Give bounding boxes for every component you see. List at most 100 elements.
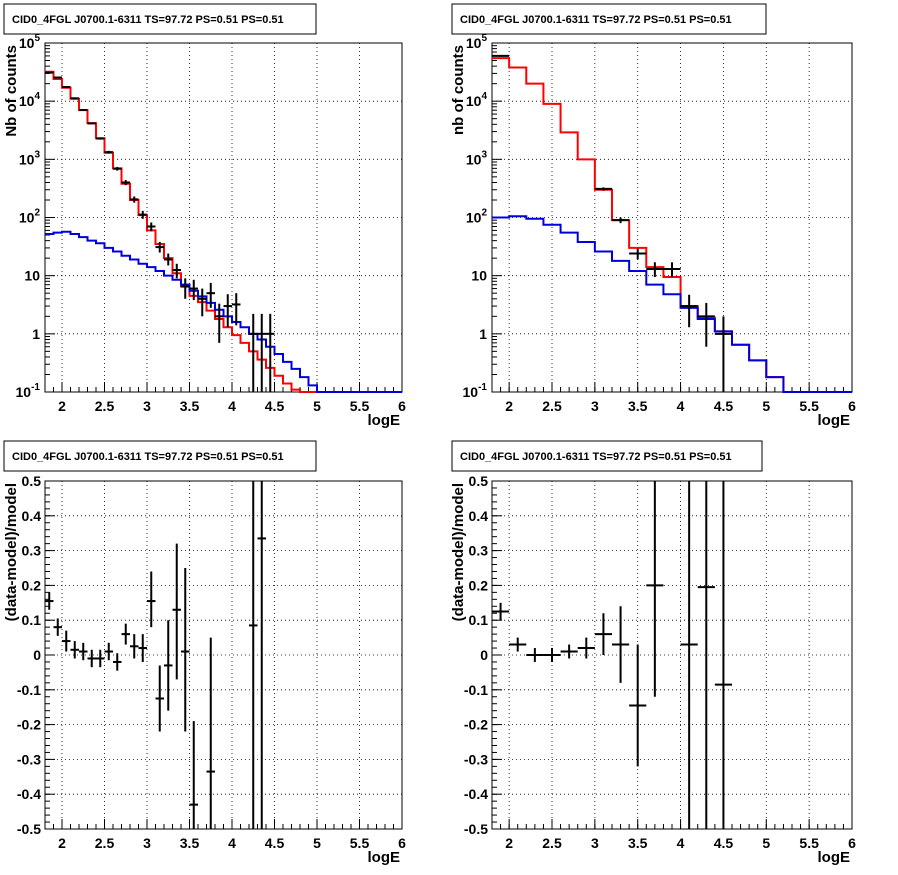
chart-title: CID0_4FGL J0700.1-6311 TS=97.72 PS=0.51 … bbox=[460, 14, 732, 26]
x-tick-label: 5.5 bbox=[350, 398, 370, 414]
data-point bbox=[189, 721, 198, 829]
data-point bbox=[113, 166, 122, 171]
x-tick-label: 4.5 bbox=[265, 835, 285, 851]
data-point bbox=[147, 571, 156, 628]
y-tick-label: -0.1 bbox=[17, 682, 41, 698]
x-tick-label: 3 bbox=[143, 835, 151, 851]
data-point bbox=[70, 641, 79, 659]
title-box bbox=[451, 440, 763, 472]
data-point bbox=[138, 634, 147, 662]
data-point bbox=[113, 653, 122, 671]
data-point bbox=[45, 71, 54, 74]
y-tick-label: 0.1 bbox=[469, 612, 489, 628]
x-tick-label: 2 bbox=[505, 835, 513, 851]
data-point bbox=[87, 649, 96, 668]
x-tick-label: 6 bbox=[848, 398, 856, 414]
data-point bbox=[232, 293, 241, 326]
data-point bbox=[155, 665, 164, 732]
data-point bbox=[181, 568, 190, 732]
data-point bbox=[680, 294, 698, 328]
data-point bbox=[147, 222, 156, 232]
x-tick-label: 6 bbox=[848, 835, 856, 851]
x-axis-label: logE bbox=[818, 849, 851, 866]
y-tick-label: 0.4 bbox=[22, 508, 42, 524]
residual-panel-left: CID0_4FGL J0700.1-6311 TS=97.72 PS=0.51 … bbox=[3, 440, 406, 866]
x-tick-label: 2.5 bbox=[542, 835, 562, 851]
chart-title: CID0_4FGL J0700.1-6311 TS=97.72 PS=0.51 … bbox=[460, 451, 732, 463]
y-tick-label: 10 bbox=[471, 268, 487, 284]
data-point bbox=[189, 279, 198, 301]
residual-panel-right: CID0_4FGL J0700.1-6311 TS=97.72 PS=0.51 … bbox=[450, 440, 856, 866]
x-tick-label: 2 bbox=[58, 398, 66, 414]
data-point bbox=[104, 642, 113, 661]
y-tick-label: -0.2 bbox=[17, 717, 41, 733]
x-tick-label: 3.5 bbox=[628, 398, 648, 414]
x-tick-label: 3.5 bbox=[180, 835, 200, 851]
data-point bbox=[87, 122, 96, 125]
data-point bbox=[130, 634, 139, 659]
data-point bbox=[629, 644, 647, 767]
x-tick-label: 3 bbox=[591, 835, 599, 851]
chart-title: CID0_4FGL J0700.1-6311 TS=97.72 PS=0.51 … bbox=[12, 451, 284, 463]
data-point bbox=[594, 613, 612, 655]
y-tick-label: -0.3 bbox=[464, 751, 488, 767]
data-point bbox=[594, 187, 612, 191]
data-point bbox=[714, 481, 732, 829]
data-point bbox=[62, 630, 71, 652]
y-tick-label: -0.2 bbox=[464, 717, 488, 733]
data-point bbox=[526, 648, 544, 662]
data-point bbox=[164, 620, 173, 711]
y-tick-label: 0.5 bbox=[22, 473, 42, 489]
data-point bbox=[249, 481, 258, 829]
y-axis-label: Nb of counts bbox=[3, 45, 20, 137]
data-point bbox=[257, 481, 266, 829]
y-tick-label: 0.1 bbox=[22, 612, 42, 628]
data-point bbox=[492, 54, 510, 57]
data-point bbox=[155, 241, 164, 253]
chart-title: CID0_4FGL J0700.1-6311 TS=97.72 PS=0.51 … bbox=[12, 14, 284, 26]
y-tick-label: -0.3 bbox=[17, 751, 41, 767]
data-point bbox=[172, 263, 181, 279]
y-axis-label: (data-model)/model bbox=[450, 483, 467, 621]
data-point bbox=[79, 108, 88, 111]
y-tick-label: 102 bbox=[466, 208, 488, 226]
x-axis-label: logE bbox=[368, 412, 401, 429]
y-tick-label: 0.2 bbox=[469, 577, 489, 593]
y-tick-label: 103 bbox=[466, 149, 488, 167]
x-tick-label: 5.5 bbox=[799, 835, 819, 851]
data-point bbox=[612, 606, 630, 683]
x-tick-label: 5 bbox=[762, 835, 770, 851]
data-point bbox=[96, 649, 105, 668]
data-point bbox=[206, 282, 215, 308]
x-tick-label: 6 bbox=[398, 835, 406, 851]
x-tick-label: 4.5 bbox=[265, 398, 285, 414]
x-tick-label: 2 bbox=[58, 835, 66, 851]
y-tick-label: 1 bbox=[32, 326, 40, 342]
x-axis-label: logE bbox=[368, 849, 401, 866]
x-tick-label: 2.5 bbox=[95, 398, 115, 414]
data-point bbox=[697, 481, 715, 829]
plot-frame bbox=[44, 42, 403, 393]
data-point bbox=[172, 543, 181, 680]
data-point bbox=[215, 303, 224, 343]
y-tick-label: 0.3 bbox=[469, 543, 489, 559]
y-tick-label: 102 bbox=[19, 208, 41, 226]
y-axis-label: nb of counts bbox=[450, 45, 467, 135]
y-tick-label: -0.5 bbox=[17, 821, 41, 837]
data-point bbox=[206, 637, 215, 829]
data-point bbox=[646, 481, 664, 697]
y-tick-label: 1 bbox=[479, 326, 487, 342]
x-tick-label: 4 bbox=[677, 835, 685, 851]
y-tick-label: 10-1 bbox=[16, 382, 41, 400]
y-tick-label: 0.2 bbox=[22, 577, 42, 593]
data-point bbox=[70, 97, 79, 100]
y-tick-label: 0.3 bbox=[22, 543, 42, 559]
data-point bbox=[121, 180, 130, 186]
data-point bbox=[629, 248, 647, 260]
x-tick-label: 3 bbox=[143, 398, 151, 414]
counts-panel-right: CID0_4FGL J0700.1-6311 TS=97.72 PS=0.51 … bbox=[450, 3, 856, 429]
data-point bbox=[130, 196, 139, 203]
y-tick-label: -0.4 bbox=[17, 786, 41, 802]
data-point bbox=[198, 288, 207, 317]
